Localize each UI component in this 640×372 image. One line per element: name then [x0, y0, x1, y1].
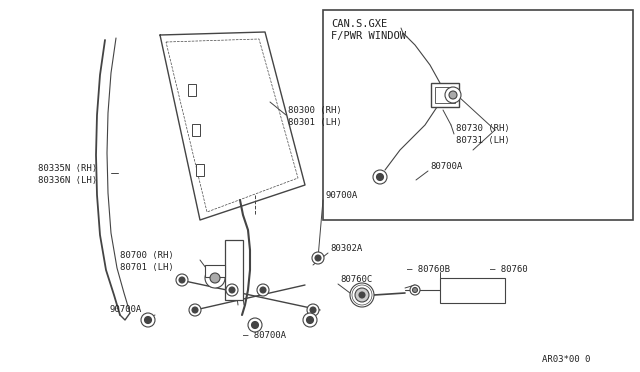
Circle shape	[449, 91, 457, 99]
Circle shape	[179, 277, 185, 283]
Circle shape	[359, 292, 365, 298]
Circle shape	[252, 321, 259, 328]
Circle shape	[145, 317, 152, 324]
Circle shape	[307, 317, 314, 324]
Text: 80300 ⟨RH⟩: 80300 ⟨RH⟩	[288, 106, 342, 115]
Bar	[196, 164, 204, 176]
Text: 80730 ⟨RH⟩: 80730 ⟨RH⟩	[456, 124, 509, 132]
Circle shape	[303, 313, 317, 327]
Text: 80700 ⟨RH⟩: 80700 ⟨RH⟩	[120, 250, 173, 260]
Circle shape	[355, 288, 369, 302]
Bar	[440, 278, 505, 303]
Bar	[188, 84, 196, 96]
Circle shape	[226, 284, 238, 296]
Circle shape	[141, 313, 155, 327]
Circle shape	[315, 255, 321, 261]
Bar	[435, 87, 455, 103]
Circle shape	[189, 304, 201, 316]
Circle shape	[257, 284, 269, 296]
Circle shape	[248, 318, 262, 332]
Circle shape	[176, 274, 188, 286]
Text: AR03*00 0: AR03*00 0	[541, 356, 590, 365]
Circle shape	[445, 87, 461, 103]
Text: — 80700A: — 80700A	[243, 330, 286, 340]
Text: 80301 ⟨LH⟩: 80301 ⟨LH⟩	[288, 118, 342, 126]
Bar	[323, 10, 633, 220]
Text: CAN.S.GXE: CAN.S.GXE	[331, 19, 387, 29]
Text: 80335N ⟨RH⟩: 80335N ⟨RH⟩	[38, 164, 97, 173]
Text: 90700A: 90700A	[325, 190, 357, 199]
Circle shape	[373, 170, 387, 184]
Circle shape	[350, 283, 374, 307]
Text: 80701 ⟨LH⟩: 80701 ⟨LH⟩	[120, 263, 173, 272]
Text: — 80760B: — 80760B	[407, 264, 450, 273]
Circle shape	[410, 285, 420, 295]
Bar	[225, 240, 243, 300]
Text: 90700A: 90700A	[110, 305, 142, 314]
Circle shape	[310, 307, 316, 313]
Circle shape	[413, 288, 417, 292]
Text: — 80760: — 80760	[490, 264, 527, 273]
Circle shape	[205, 268, 225, 288]
Bar	[205, 265, 225, 277]
Circle shape	[307, 304, 319, 316]
Text: 80731 ⟨LH⟩: 80731 ⟨LH⟩	[456, 135, 509, 144]
Circle shape	[260, 287, 266, 293]
Bar	[431, 83, 459, 107]
Circle shape	[229, 287, 235, 293]
Text: 80700A: 80700A	[430, 161, 462, 170]
Bar	[192, 124, 200, 136]
Circle shape	[376, 173, 383, 180]
Circle shape	[210, 273, 220, 283]
Text: 80302A: 80302A	[330, 244, 362, 253]
Text: 80760C: 80760C	[340, 276, 372, 285]
Text: F/PWR WINDOW: F/PWR WINDOW	[331, 31, 406, 41]
Text: 80336N ⟨LH⟩: 80336N ⟨LH⟩	[38, 176, 97, 185]
Circle shape	[192, 307, 198, 313]
Circle shape	[312, 252, 324, 264]
